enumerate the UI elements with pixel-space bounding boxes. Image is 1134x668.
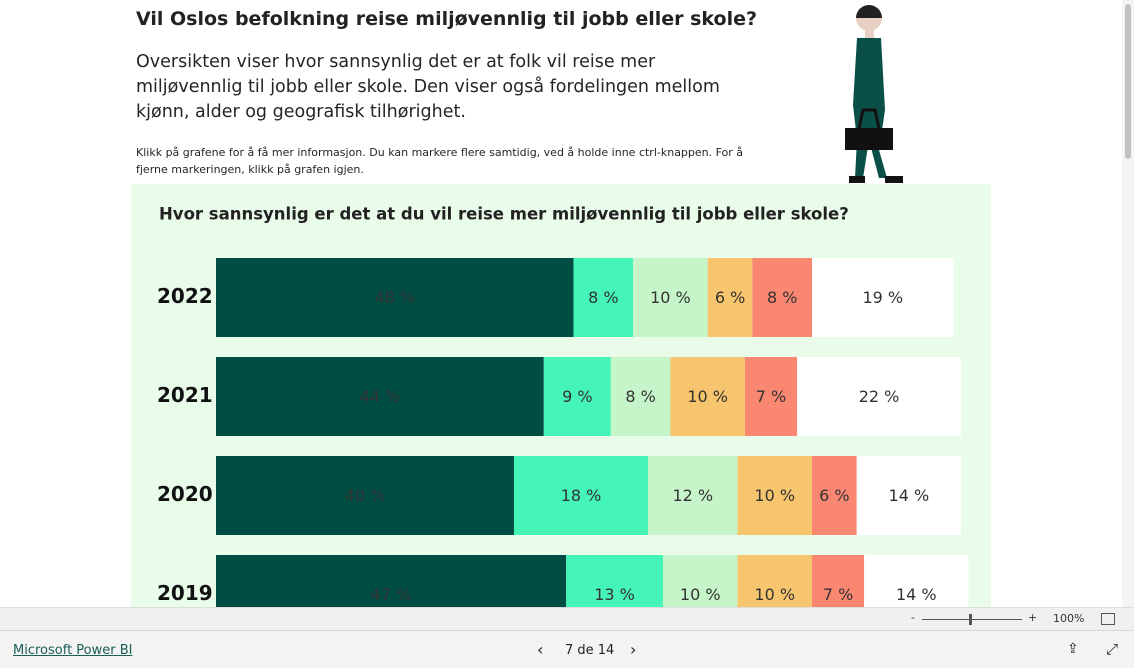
bar-segment: [707, 258, 753, 337]
data-label: 40 %: [345, 486, 386, 505]
share[interactable]: ⇪: [1067, 641, 1079, 657]
scrollbar[interactable]: [1122, 0, 1134, 607]
y-tick-label: 2022: [157, 284, 213, 308]
zoom-level: 100%: [1053, 612, 1085, 625]
data-label: 10 %: [754, 486, 795, 505]
fit-page[interactable]: [1101, 613, 1115, 625]
next-page[interactable]: ›: [630, 640, 637, 659]
data-label: 19 %: [862, 288, 903, 307]
zoom-handle[interactable]: [969, 614, 972, 625]
bar-segment: [670, 357, 745, 436]
data-label: 14 %: [889, 486, 930, 505]
data-label: 10 %: [754, 585, 795, 604]
bar-segment: [752, 258, 812, 337]
data-label: 10 %: [650, 288, 691, 307]
bar-segment: [797, 357, 961, 436]
bar-segment: [514, 456, 649, 535]
prev-page[interactable]: ‹: [537, 640, 544, 659]
data-label: 6 %: [819, 486, 849, 505]
page-indicator: 7 de 14: [565, 643, 615, 658]
y-tick-label: 2020: [157, 482, 213, 506]
data-label: 6 %: [715, 288, 745, 307]
report-hint: Klikk på grafene for å få mer informasjo…: [136, 146, 744, 176]
bar-segment: [216, 258, 574, 337]
bar-segment: [737, 555, 812, 607]
data-label: 47 %: [371, 585, 412, 604]
chart-title: Hvor sannsynlig er det at du vil reise m…: [159, 205, 849, 224]
zoom-in[interactable]: +: [1028, 611, 1038, 624]
data-label: 48 %: [374, 288, 415, 307]
y-tick-label: 2019: [157, 581, 213, 605]
report-title: Vil Oslos befolkning reise miljøvennlig …: [136, 8, 758, 30]
bar-segment: [216, 456, 514, 535]
illustration: [845, 5, 903, 183]
bar-segment: [648, 456, 738, 535]
data-label: 9 %: [562, 387, 592, 406]
data-label: 7 %: [756, 387, 786, 406]
report-description: Oversikten viser hvor sannsynlig det er …: [136, 52, 720, 122]
data-label: 12 %: [672, 486, 713, 505]
data-label: 8 %: [767, 288, 797, 307]
bar-segment: [737, 456, 812, 535]
bar-segment: [812, 555, 865, 607]
data-label: 8 %: [625, 387, 655, 406]
bar-segment: [633, 258, 708, 337]
data-label: 8 %: [588, 288, 618, 307]
bar-segment: [216, 357, 544, 436]
data-label: 14 %: [896, 585, 937, 604]
bar-segment: [856, 456, 961, 535]
report-canvas: Vil Oslos befolkning reise miljøvennlig …: [131, 5, 991, 607]
bar-segment: [610, 357, 671, 436]
footer: Microsoft Power BI ‹ 7 de 14 › ⇪ ⤢: [0, 630, 1134, 668]
brand-link[interactable]: Microsoft Power BI: [13, 643, 133, 658]
data-label: 7 %: [823, 585, 853, 604]
bar-segment: [812, 456, 857, 535]
scroll-thumb[interactable]: [1125, 4, 1131, 159]
fullscreen[interactable]: ⤢: [1106, 640, 1119, 658]
chart: Hvor sannsynlig er det at du vil reise m…: [131, 184, 991, 607]
bar-segment: [566, 555, 663, 607]
y-tick-label: 2021: [157, 383, 213, 407]
bar-segment: [812, 258, 954, 337]
bar-segment: [543, 357, 611, 436]
data-label: 22 %: [859, 387, 900, 406]
data-label: 13 %: [594, 585, 635, 604]
bar-segment: [216, 555, 567, 607]
data-label: 18 %: [561, 486, 602, 505]
zoom-slider[interactable]: [922, 619, 1022, 620]
bar-segment: [744, 357, 798, 436]
bar-segment: [663, 555, 738, 607]
bar-segment: [573, 258, 634, 337]
data-label: 44 %: [360, 387, 401, 406]
zoom-out[interactable]: -: [911, 611, 915, 624]
data-label: 10 %: [680, 585, 721, 604]
data-label: 10 %: [687, 387, 728, 406]
bar-segment: [864, 555, 969, 607]
zoom-bar: - + 100%: [0, 607, 1134, 631]
